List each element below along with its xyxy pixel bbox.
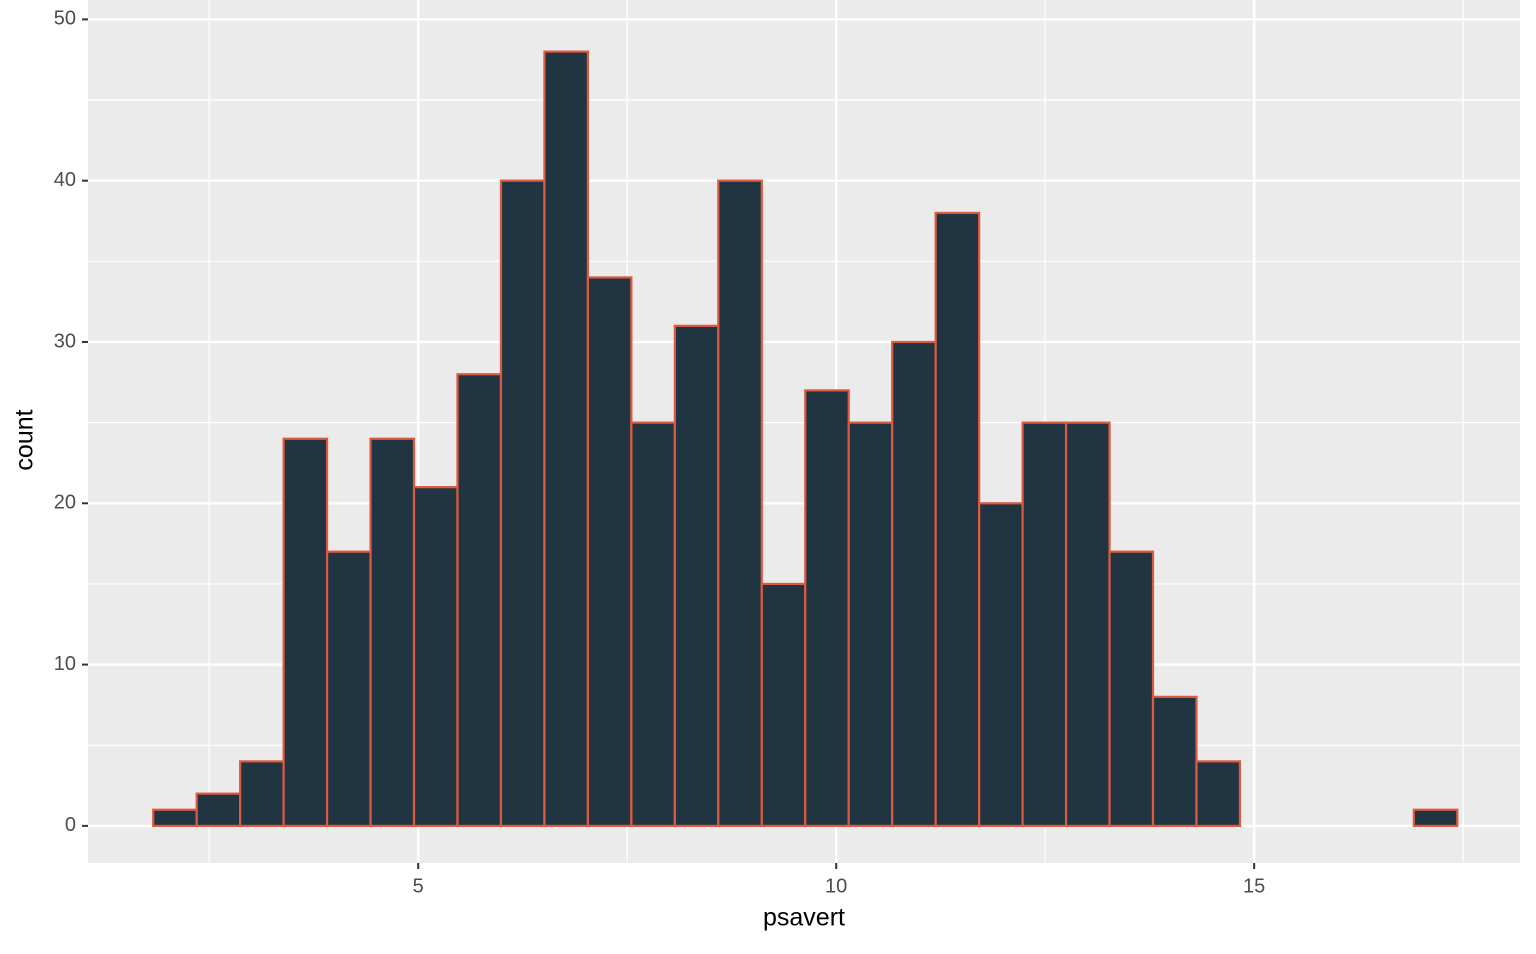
- bar: [239, 760, 285, 827]
- bar: [325, 550, 372, 827]
- bar: [586, 276, 633, 827]
- x-tick-label: 5: [413, 875, 424, 897]
- x-tick-label: 15: [1243, 875, 1265, 897]
- y-tick-label: 10: [54, 653, 76, 675]
- bar: [369, 437, 416, 827]
- bar: [847, 421, 894, 827]
- bar: [195, 792, 242, 827]
- bar: [673, 324, 720, 827]
- bar: [499, 179, 546, 827]
- bar: [152, 808, 198, 827]
- y-axis-title: count: [11, 409, 39, 470]
- bar: [978, 502, 1024, 827]
- y-tick-label: 30: [54, 330, 76, 352]
- bar: [1021, 421, 1068, 827]
- bar: [1108, 550, 1155, 827]
- bar: [717, 179, 763, 827]
- y-tick-label: 0: [65, 814, 76, 836]
- x-tick-label: 10: [825, 875, 847, 897]
- bar: [804, 389, 850, 827]
- bar: [456, 373, 503, 827]
- bar: [1412, 808, 1459, 827]
- bar: [891, 340, 937, 827]
- bar: [1195, 760, 1242, 827]
- bar: [412, 486, 459, 827]
- x-axis-title: psavert: [763, 904, 845, 932]
- bar: [760, 582, 807, 827]
- y-tick-label: 40: [54, 169, 76, 191]
- bar: [1151, 695, 1198, 827]
- bar: [543, 50, 590, 827]
- bar: [630, 421, 676, 827]
- bar: [1064, 421, 1111, 827]
- y-tick-label: 50: [54, 8, 76, 30]
- bar: [934, 211, 981, 827]
- bar: [282, 437, 329, 827]
- y-tick-label: 20: [54, 492, 76, 514]
